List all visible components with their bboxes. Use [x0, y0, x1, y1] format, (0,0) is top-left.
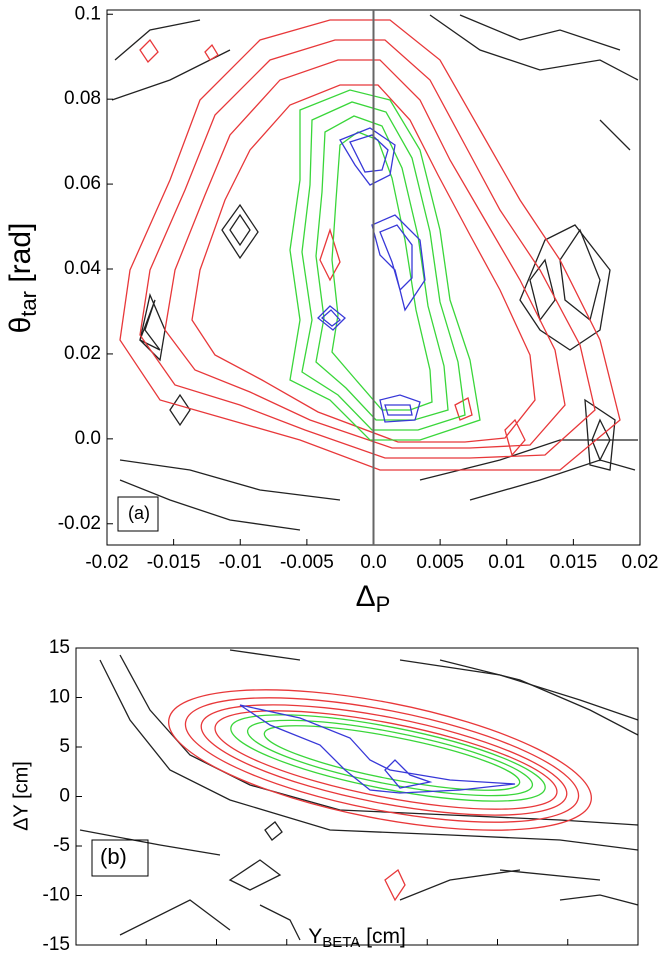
y-tick-label: -0.02 [58, 513, 101, 534]
contour [164, 59, 566, 449]
contour [119, 654, 639, 881]
x-axis-label: ΔP [356, 580, 391, 617]
x-tick-label: -0.005 [280, 552, 334, 573]
y-tick-label: 0.04 [64, 258, 101, 279]
contours-b [79, 649, 639, 941]
x-tick-label: 0.0 [360, 552, 386, 573]
contour [79, 649, 639, 941]
x-axis-label: YBETA [cm] [308, 925, 406, 951]
contour [139, 39, 596, 459]
contour [168, 689, 592, 831]
contour [301, 101, 466, 431]
x-tick-label: 0.015 [550, 552, 598, 573]
annotation: (b) [100, 844, 127, 869]
y-axis-label: θtar [rad] [4, 223, 41, 334]
contour [114, 14, 636, 531]
y-tick-label: 0.06 [64, 173, 101, 194]
contour [111, 14, 639, 501]
contour [230, 714, 546, 802]
annotation-box [91, 839, 149, 877]
y-tick-label: -15 [43, 934, 70, 953]
x-tick-label: -0.02 [85, 552, 128, 573]
contour [239, 704, 516, 794]
y-axis-label: ΔY [cm] [10, 761, 32, 831]
x-axis-label-main: Δ [356, 580, 376, 613]
x-axis-label-main: Y [308, 925, 322, 948]
x-tick-label: 0.005 [416, 552, 464, 573]
y-tick-label: 0.08 [64, 88, 101, 109]
y-axis-label-sub: tar [16, 291, 41, 317]
contour [317, 127, 426, 423]
y-axis-label-suffix: [rad] [4, 223, 37, 291]
y-tick-label: -10 [43, 885, 70, 906]
y-tick-label: 15 [49, 637, 70, 658]
contour [184, 697, 580, 823]
contour [384, 868, 406, 902]
annotation: (a) [128, 503, 150, 523]
contour [200, 704, 568, 816]
contour [289, 89, 481, 441]
contour [214, 710, 558, 810]
annotation-box [117, 496, 159, 532]
x-axis-label-sub: P [376, 592, 391, 617]
y-tick-label: 0.02 [64, 343, 101, 364]
y-tick-label: -5 [53, 835, 70, 856]
contour [315, 115, 449, 421]
y-axis-label-main: θ [4, 317, 37, 334]
x-tick-label: 0.01 [488, 552, 525, 573]
x-axis-label-suffix: [cm] [360, 925, 406, 948]
y-tick-label: 0.1 [75, 3, 101, 24]
y-tick-label: 0.0 [75, 428, 101, 449]
y-tick-label: 5 [59, 736, 70, 757]
x-tick-label: -0.01 [219, 552, 262, 573]
contour [119, 19, 621, 471]
plot-frame [75, 647, 639, 946]
x-tick-label: 0.02 [622, 552, 659, 573]
contour [246, 719, 534, 797]
contour [263, 725, 521, 791]
contour [139, 38, 536, 457]
y-tick-label: 0 [59, 786, 70, 807]
contour [331, 131, 433, 411]
contours-a [111, 14, 639, 531]
x-tick-label: -0.015 [147, 552, 201, 573]
x-axis-label-sub: BETA [322, 934, 360, 951]
y-tick-label: 10 [49, 687, 70, 708]
